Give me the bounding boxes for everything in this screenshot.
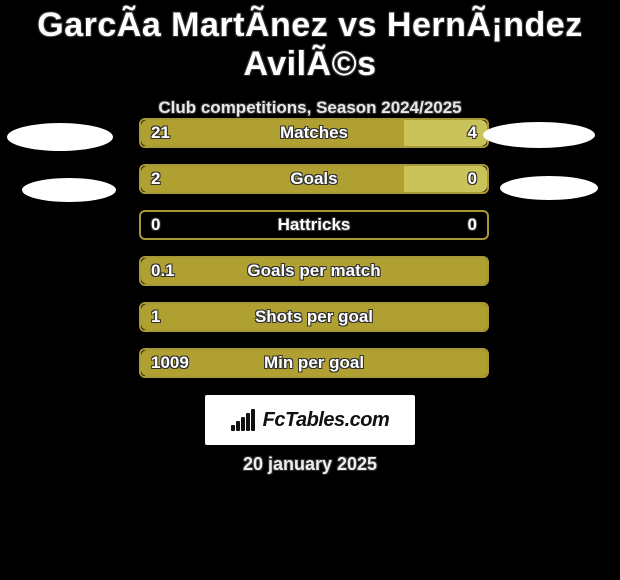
page-title: GarcÃ­a MartÃ­nez vs HernÃ¡ndez AvilÃ©s bbox=[0, 0, 620, 84]
stat-row: Goals per match0.1 bbox=[0, 248, 620, 294]
bar-right-fill bbox=[404, 166, 487, 192]
bar-track bbox=[139, 348, 489, 378]
bars-icon bbox=[231, 409, 257, 431]
decorative-ellipse bbox=[22, 178, 116, 202]
bar-left-fill bbox=[141, 120, 408, 146]
footer-date: 20 january 2025 bbox=[0, 454, 620, 475]
bar-track bbox=[139, 164, 489, 194]
decorative-ellipse bbox=[7, 123, 113, 151]
bar-track bbox=[139, 256, 489, 286]
bar-track bbox=[139, 118, 489, 148]
stat-row: Hattricks00 bbox=[0, 202, 620, 248]
bar-left-fill bbox=[141, 166, 408, 192]
bar-left-fill bbox=[141, 258, 489, 284]
bar-track bbox=[139, 302, 489, 332]
stat-row: Shots per goal1 bbox=[0, 294, 620, 340]
bar-left-fill bbox=[141, 350, 489, 376]
bar-track bbox=[139, 210, 489, 240]
bar-right-fill bbox=[404, 120, 487, 146]
fctables-badge: FcTables.com bbox=[205, 395, 415, 445]
decorative-ellipse bbox=[500, 176, 598, 200]
bar-left-fill bbox=[141, 304, 489, 330]
stat-rows: Matches214Goals20Hattricks00Goals per ma… bbox=[0, 110, 620, 386]
decorative-ellipse bbox=[483, 122, 595, 148]
comparison-infographic: GarcÃ­a MartÃ­nez vs HernÃ¡ndez AvilÃ©s … bbox=[0, 0, 620, 580]
stat-row: Min per goal1009 bbox=[0, 340, 620, 386]
fctables-text: FcTables.com bbox=[263, 409, 390, 432]
